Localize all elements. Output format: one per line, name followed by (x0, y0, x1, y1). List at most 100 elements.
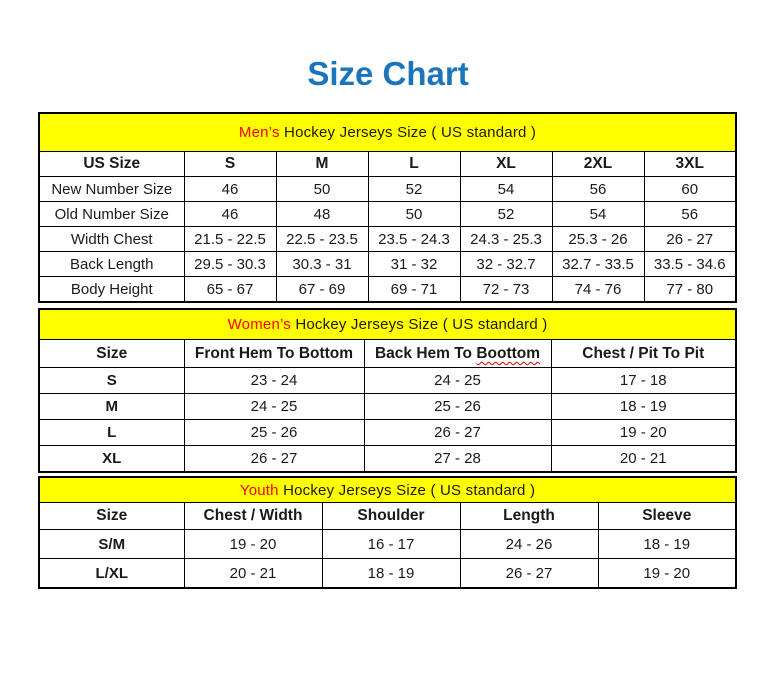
column-header-size: Size (38, 339, 185, 369)
womens-size-table: Women’s Hockey Jerseys Size ( US standar… (38, 308, 738, 474)
column-header-shoulder: Shoulder (321, 502, 461, 531)
youth-size-table: Youth Hockey Jerseys Size ( US standard … (38, 476, 738, 590)
table-cell: 24 - 25 (183, 393, 365, 421)
table-cell: 31 - 32 (367, 251, 461, 278)
row-label: Old Number Size (38, 201, 185, 228)
column-header-length: Length (459, 502, 599, 531)
table-cell: 30.3 - 31 (275, 251, 369, 278)
table-cell: 32 - 32.7 (459, 251, 553, 278)
mens-section-title: Men’s Hockey Jerseys Size ( US standard … (38, 112, 737, 153)
table-cell: 25 - 26 (363, 393, 552, 421)
table-cell: 19 - 20 (550, 419, 737, 447)
row-label: New Number Size (38, 176, 185, 203)
table-row-body-height: Body Height 65 - 67 67 - 69 69 - 71 72 -… (38, 276, 737, 303)
back-hem-prefix: Back Hem To (374, 344, 473, 362)
youth-highlight-label: Youth (239, 481, 279, 499)
table-cell: 19 - 20 (183, 529, 323, 560)
table-cell: 27 - 28 (363, 445, 552, 473)
table-cell: 69 - 71 (367, 276, 461, 303)
table-cell: 56 (643, 201, 737, 228)
table-cell: 24.3 - 25.3 (459, 226, 553, 253)
table-cell: 52 (459, 201, 553, 228)
table-cell: 21.5 - 22.5 (183, 226, 277, 253)
table-row-width-chest: Width Chest 21.5 - 22.5 22.5 - 23.5 23.5… (38, 226, 737, 253)
column-header-chest-width: Chest / Width (183, 502, 323, 531)
table-cell: 46 (183, 176, 277, 203)
row-label: Width Chest (38, 226, 185, 253)
womens-highlight-label: Women’s (227, 316, 291, 334)
row-label: Body Height (38, 276, 185, 303)
womens-header-row: Size Front Hem To Bottom Back Hem To Boo… (38, 339, 737, 369)
table-cell: 18 - 19 (597, 529, 737, 560)
column-header-sleeve: Sleeve (597, 502, 737, 531)
table-row-back-length: Back Length 29.5 - 30.3 30.3 - 31 31 - 3… (38, 251, 737, 278)
table-cell: 32.7 - 33.5 (551, 251, 645, 278)
table-cell: 65 - 67 (183, 276, 277, 303)
table-cell: 29.5 - 30.3 (183, 251, 277, 278)
table-cell: 26 - 27 (459, 558, 599, 589)
table-cell: 25 - 26 (183, 419, 365, 447)
table-cell: 56 (551, 176, 645, 203)
column-header-xl: XL (459, 151, 553, 178)
table-row-women-xl: XL 26 - 27 27 - 28 20 - 21 (38, 445, 737, 473)
table-cell: 18 - 19 (550, 393, 737, 421)
mens-highlight-label: Men’s (238, 124, 280, 142)
table-cell: 24 - 25 (363, 367, 552, 395)
column-header-front-hem: Front Hem To Bottom (183, 339, 365, 369)
table-cell: 50 (275, 176, 369, 203)
column-header-s: S (183, 151, 277, 178)
table-cell: 17 - 18 (550, 367, 737, 395)
table-cell: 18 - 19 (321, 558, 461, 589)
page-title: Size Chart (307, 55, 469, 92)
table-cell: 22.5 - 23.5 (275, 226, 369, 253)
mens-section-band: Men’s Hockey Jerseys Size ( US standard … (38, 112, 737, 153)
column-header-m: M (275, 151, 369, 178)
row-label: L/XL (38, 558, 185, 589)
table-cell: 19 - 20 (597, 558, 737, 589)
table-cell: 20 - 21 (550, 445, 737, 473)
table-row-women-m: M 24 - 25 25 - 26 18 - 19 (38, 393, 737, 421)
table-row-old-number-size: Old Number Size 46 48 50 52 54 56 (38, 201, 737, 228)
mens-size-table: Men’s Hockey Jerseys Size ( US standard … (38, 112, 738, 304)
row-label: Back Length (38, 251, 185, 278)
womens-title-rest: Hockey Jerseys Size ( US standard ) (295, 316, 548, 334)
table-cell: 46 (183, 201, 277, 228)
row-label: S/M (38, 529, 185, 560)
womens-section-band: Women’s Hockey Jerseys Size ( US standar… (38, 308, 737, 341)
table-cell: 26 - 27 (643, 226, 737, 253)
column-header-l: L (367, 151, 461, 178)
row-label: M (38, 393, 185, 421)
table-cell: 20 - 21 (183, 558, 323, 589)
table-row-women-l: L 25 - 26 26 - 27 19 - 20 (38, 419, 737, 447)
column-header-size: Size (38, 502, 185, 531)
mens-title-rest: Hockey Jerseys Size ( US standard ) (284, 124, 537, 142)
table-cell: 67 - 69 (275, 276, 369, 303)
table-cell: 74 - 76 (551, 276, 645, 303)
table-cell: 26 - 27 (183, 445, 365, 473)
row-label: L (38, 419, 185, 447)
table-cell: 77 - 80 (643, 276, 737, 303)
table-cell: 26 - 27 (363, 419, 552, 447)
womens-section-title: Women’s Hockey Jerseys Size ( US standar… (38, 308, 737, 341)
misspelled-word: Boottom (476, 344, 541, 362)
table-cell: 33.5 - 34.6 (643, 251, 737, 278)
table-cell: 25.3 - 26 (551, 226, 645, 253)
youth-section-title: Youth Hockey Jerseys Size ( US standard … (38, 476, 737, 504)
row-label: XL (38, 445, 185, 473)
table-cell: 23 - 24 (183, 367, 365, 395)
table-cell: 24 - 26 (459, 529, 599, 560)
table-cell: 50 (367, 201, 461, 228)
youth-section-band: Youth Hockey Jerseys Size ( US standard … (38, 476, 737, 504)
table-cell: 54 (551, 201, 645, 228)
mens-header-row: US Size S M L XL 2XL 3XL (38, 151, 737, 178)
youth-header-row: Size Chest / Width Shoulder Length Sleev… (38, 502, 737, 531)
column-header-chest-pit: Chest / Pit To Pit (550, 339, 737, 369)
youth-title-rest: Hockey Jerseys Size ( US standard ) (283, 481, 536, 499)
table-cell: 52 (367, 176, 461, 203)
column-header-2xl: 2XL (551, 151, 645, 178)
table-row-youth-lxl: L/XL 20 - 21 18 - 19 26 - 27 19 - 20 (38, 558, 737, 589)
row-label: S (38, 367, 185, 395)
column-header-us-size: US Size (38, 151, 185, 178)
column-header-back-hem: Back Hem To Boottom (363, 339, 552, 369)
